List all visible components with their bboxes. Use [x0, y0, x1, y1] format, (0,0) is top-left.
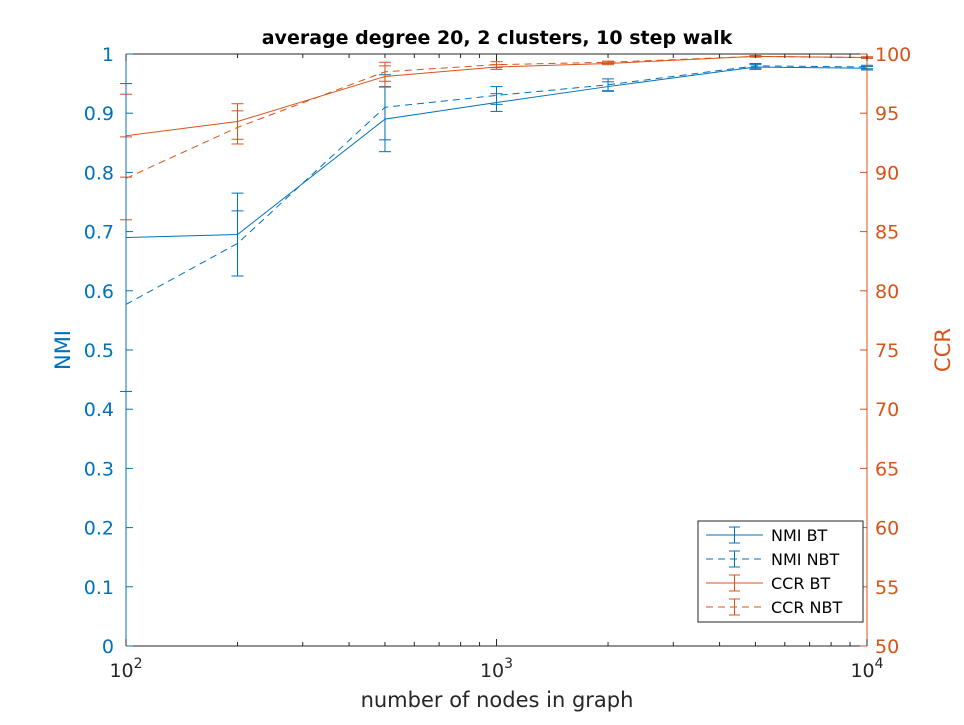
y-left-tick-label: 0.4: [84, 399, 114, 421]
y-left-tick-label: 0.3: [84, 458, 114, 480]
y-right-tick-label: 55: [875, 577, 899, 599]
chart-title: average degree 20, 2 clusters, 10 step w…: [262, 27, 733, 49]
x-tick-label: 104: [850, 656, 883, 682]
legend-box: [697, 520, 864, 623]
y-right-tick-label: 50: [875, 636, 899, 658]
legend-label: CCR NBT: [771, 598, 842, 617]
y-left-tick-label: 0.2: [84, 518, 114, 540]
error-bar: [231, 210, 244, 277]
y-right-tick-label: 60: [875, 518, 899, 540]
x-tick-label: 102: [109, 656, 142, 682]
y-axis-right-label: CCR: [931, 328, 955, 372]
y-left-tick-label: 0.1: [84, 577, 114, 599]
y-left-tick-label: 0.5: [84, 340, 114, 362]
y-right-tick-label: 80: [875, 281, 899, 303]
error-bar: [490, 86, 503, 105]
legend-label: NMI BT: [771, 526, 828, 545]
x-axis-label: number of nodes in graph: [361, 688, 634, 712]
error-bar: [749, 62, 762, 69]
error-bar: [231, 110, 244, 145]
legend-entry: NMI BT: [706, 526, 828, 545]
y-axis-left-label: NMI: [51, 330, 75, 370]
y-left-tick-label: 0.6: [84, 281, 114, 303]
y-left-tick-label: 0.7: [84, 222, 114, 244]
legend: NMI BT NMI NBT CCR BT CCR NBT: [697, 520, 864, 623]
error-bar: [602, 78, 615, 92]
y-right-tick-label: 100: [875, 44, 911, 66]
legend-entry: CCR BT: [706, 574, 831, 593]
y-left-tick-label: 0: [102, 636, 114, 658]
y-right-tick-label: 75: [875, 340, 899, 362]
error-bar: [490, 61, 503, 69]
y-right-tick-label: 95: [875, 103, 899, 125]
error-bar: [602, 60, 615, 64]
legend-label: CCR BT: [771, 574, 831, 593]
y-left-tick-label: 0.9: [84, 103, 114, 125]
legend-entry: CCR NBT: [706, 598, 842, 617]
ticks: 0 0.1 0.2 0.3 0.4 0.5 0.6 0.7 0.8 0.9 1 50 55 60 65 70 7…: [84, 44, 911, 682]
error-bar: [378, 61, 391, 82]
y-right-tick-label: 70: [875, 399, 899, 421]
y-right-tick-label: 90: [875, 162, 899, 184]
y-left-tick-label: 0.8: [84, 162, 114, 184]
legend-label: NMI NBT: [771, 550, 840, 569]
legend-entry: NMI NBT: [706, 550, 840, 569]
y-left-tick-label: 1: [102, 44, 114, 66]
x-tick-label: 103: [480, 656, 513, 682]
y-right-tick-label: 85: [875, 222, 899, 244]
y-right-tick-label: 65: [875, 458, 899, 480]
